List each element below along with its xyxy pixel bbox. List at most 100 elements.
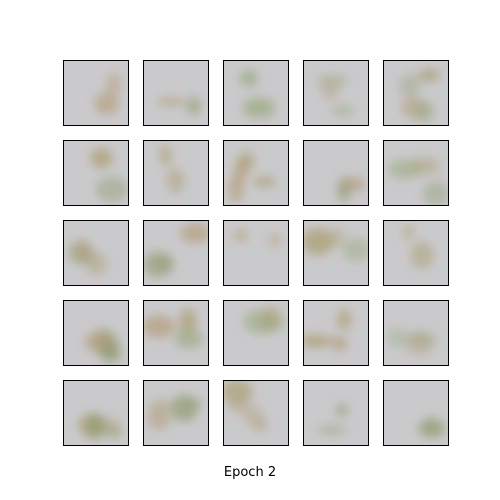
blob	[74, 239, 91, 262]
blob	[143, 251, 175, 278]
sample-image	[63, 220, 129, 286]
blob	[105, 72, 123, 96]
image-border	[303, 140, 369, 206]
image-border	[223, 380, 289, 446]
image-border	[303, 300, 369, 366]
image-border	[383, 220, 449, 286]
image-border	[223, 300, 289, 366]
blob	[241, 97, 275, 109]
blob	[242, 405, 264, 425]
blob	[320, 80, 341, 100]
sample-image	[63, 380, 129, 446]
blob	[223, 380, 254, 405]
sample-image	[303, 60, 369, 126]
image-content	[94, 72, 123, 115]
sample-image	[383, 300, 449, 366]
blob	[417, 419, 447, 439]
blob	[171, 394, 198, 422]
blob	[422, 180, 449, 206]
image-bg	[143, 60, 209, 126]
blob	[410, 241, 434, 270]
blob	[344, 176, 367, 192]
blob	[95, 176, 129, 203]
image-border	[63, 60, 129, 126]
blob	[147, 406, 171, 431]
sample-image	[63, 300, 129, 366]
image-border	[143, 140, 209, 206]
blob	[174, 328, 204, 349]
sample-grid	[63, 60, 449, 446]
image-border	[63, 380, 129, 446]
image-content	[337, 176, 367, 203]
image-content	[399, 68, 441, 123]
blob	[108, 426, 122, 438]
blob	[330, 104, 356, 118]
sample-image	[303, 140, 369, 206]
sample-image	[143, 380, 209, 446]
blob	[336, 308, 352, 330]
image-content	[227, 151, 277, 204]
sample-image	[223, 60, 289, 126]
blob	[85, 252, 107, 276]
blob	[90, 147, 114, 169]
sample-image	[143, 220, 209, 286]
image-border	[303, 220, 369, 286]
blob	[413, 100, 435, 123]
image-border	[63, 220, 129, 286]
caption: Epoch 2	[224, 465, 276, 480]
blob	[239, 69, 259, 88]
blob	[99, 344, 122, 363]
blob	[405, 331, 437, 346]
image-content	[147, 394, 204, 431]
sample-image	[223, 380, 289, 446]
image-border	[223, 220, 289, 286]
image-border	[143, 220, 209, 286]
image-border	[383, 60, 449, 126]
sample-image	[303, 300, 369, 366]
image-content	[156, 96, 202, 116]
image-border	[383, 380, 449, 446]
blob	[267, 233, 283, 247]
image-border	[223, 140, 289, 206]
blob	[303, 227, 334, 256]
image-border	[223, 60, 289, 126]
blob	[411, 157, 441, 175]
sample-image	[223, 300, 289, 366]
image-bg	[303, 140, 369, 206]
blob	[399, 73, 421, 99]
sample-image	[383, 140, 449, 206]
sample-image	[63, 140, 129, 206]
blob	[332, 335, 348, 352]
image-content	[143, 222, 209, 278]
blob	[418, 68, 441, 82]
image-content	[303, 226, 369, 262]
blob	[327, 226, 345, 248]
blob	[166, 167, 185, 194]
image-border	[383, 300, 449, 366]
sample-image	[303, 220, 369, 286]
image-border	[63, 300, 129, 366]
sample-image	[223, 220, 289, 286]
image-content	[242, 303, 286, 335]
image-content	[402, 223, 434, 270]
blob	[227, 176, 245, 204]
blob	[335, 403, 349, 417]
blob	[262, 303, 282, 331]
image-content	[233, 229, 283, 247]
sample-image	[383, 380, 449, 446]
blob	[179, 308, 197, 333]
image-content	[303, 308, 352, 352]
image-content	[159, 144, 185, 194]
image-bg	[303, 380, 369, 446]
blob	[84, 413, 108, 440]
blob	[237, 151, 255, 172]
image-bg	[303, 300, 369, 366]
blob	[402, 223, 415, 241]
blob	[180, 222, 209, 244]
image-content	[84, 327, 122, 363]
image-content	[417, 417, 447, 439]
sample-image	[143, 300, 209, 366]
image-border	[143, 300, 209, 366]
image-content	[78, 413, 122, 440]
